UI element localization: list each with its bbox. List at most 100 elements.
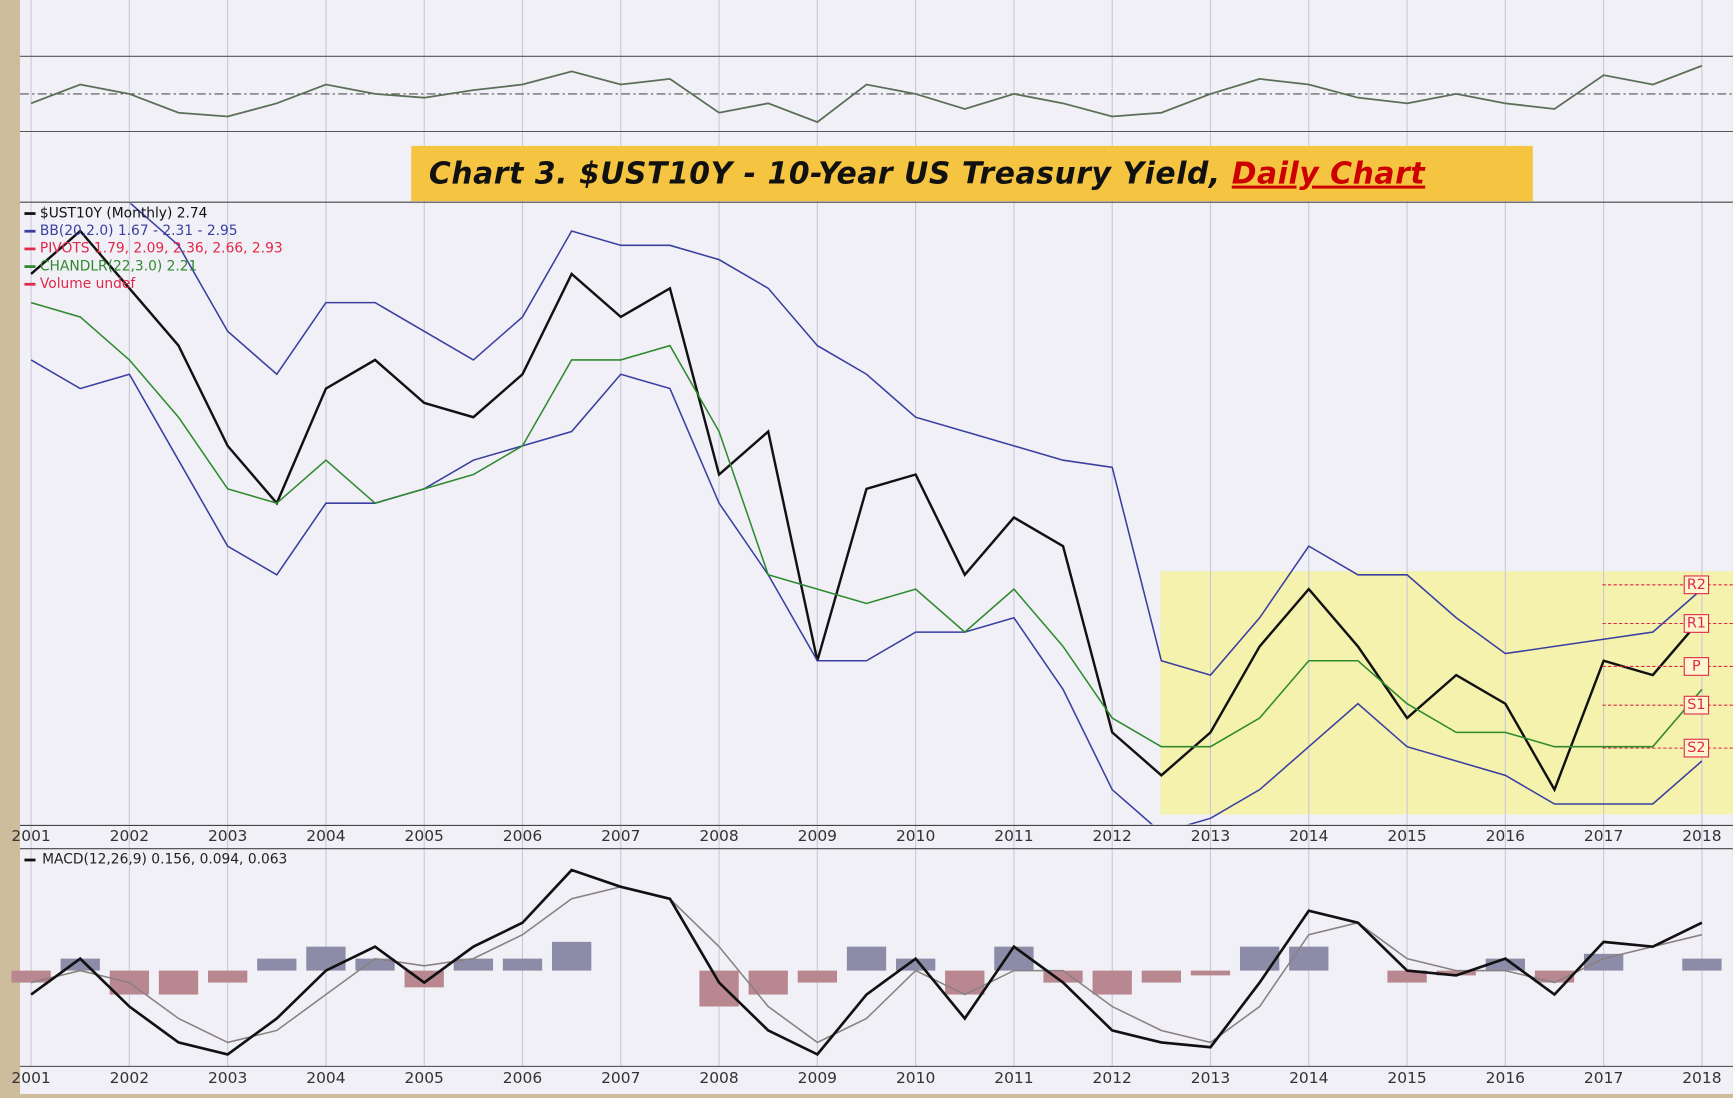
x-tick-label: 2012	[1093, 827, 1132, 845]
legend-swatch	[24, 247, 36, 251]
x-tick-label: 2010	[896, 827, 935, 845]
x-tick-label: 2007	[601, 827, 640, 845]
histogram-bar	[1239, 946, 1280, 971]
legend-label: CHANDLR(22,3.0) 2.21	[40, 258, 197, 274]
x-tick-label: 2010	[896, 1069, 935, 1087]
line	[30, 886, 1703, 1044]
histogram-bar	[1190, 970, 1231, 976]
histogram-bar	[257, 958, 297, 971]
line	[129, 203, 1703, 676]
legend-swatch	[24, 229, 36, 233]
histogram-bar	[453, 958, 494, 971]
x-tick-label: 2002	[110, 1069, 149, 1087]
x-tick-label: 2006	[503, 827, 542, 845]
histogram-bar	[207, 970, 248, 983]
histogram-bar	[1141, 970, 1182, 983]
histogram-bar	[1043, 970, 1083, 983]
x-tick-label: 2004	[306, 827, 345, 845]
line	[30, 359, 1703, 825]
pivot-label: R2	[1687, 577, 1706, 593]
histogram-bar	[1289, 946, 1329, 971]
histogram-bar	[306, 946, 346, 971]
pivot-label: S2	[1687, 740, 1705, 756]
x-tick-label: 2017	[1584, 827, 1623, 845]
x-tick-label: 2003	[208, 827, 247, 845]
title-box	[411, 145, 1533, 202]
x-tick-label: 2016	[1486, 1069, 1525, 1087]
x-tick-label: 2008	[699, 1069, 738, 1087]
legend-swatch	[24, 212, 36, 215]
line	[30, 301, 1703, 748]
histogram-bar	[699, 970, 739, 1007]
x-tick-label: 2011	[994, 827, 1033, 845]
x-tick-label: 2018	[1682, 1069, 1721, 1087]
pivot-label-box	[1683, 738, 1710, 758]
pivot-label-box	[1683, 575, 1710, 595]
legend-swatch	[24, 265, 36, 268]
x-tick-label: 2001	[11, 1069, 50, 1087]
pivot-label: P	[1692, 658, 1701, 674]
legend-swatch	[24, 282, 36, 286]
histogram-bar	[895, 958, 936, 971]
legend-swatch	[24, 858, 36, 862]
x-tick-label: 2012	[1093, 1069, 1132, 1087]
x-tick-label: 2003	[208, 1069, 247, 1087]
histogram-bar	[11, 970, 51, 983]
x-tick-label: 2005	[405, 1069, 444, 1087]
pivot-label-box	[1683, 614, 1710, 633]
x-tick-label: 2018	[1682, 827, 1721, 845]
line	[30, 868, 1703, 1057]
histogram-bar	[1387, 970, 1427, 983]
x-tick-label: 2009	[798, 827, 837, 845]
legend-label: $UST10Y (Monthly) 2.74	[40, 205, 208, 221]
chart-title: Chart 3. $UST10Y - 10-Year US Treasury Y…	[429, 156, 1426, 191]
legend-label: BB(20,2.0) 1.67 - 2.31 - 2.95	[40, 223, 238, 239]
x-tick-label: 2011	[994, 1069, 1033, 1087]
x-tick-label: 2008	[699, 827, 738, 845]
x-tick-label: 2006	[503, 1069, 542, 1087]
histogram-bar	[158, 970, 199, 995]
histogram-bar	[502, 958, 543, 971]
x-tick-label: 2014	[1289, 1069, 1328, 1087]
title-text: Chart 3. $UST10Y - 10-Year US Treasury Y…	[429, 156, 1232, 191]
x-tick-label: 2014	[1289, 827, 1328, 845]
legend-label: PIVOTS 1.79, 2.09, 2.36, 2.66, 2.93	[40, 241, 283, 257]
histogram-bar	[1436, 970, 1476, 976]
pivot-label: R1	[1687, 615, 1706, 631]
x-tick-label: 2002	[110, 827, 149, 845]
pivot-label-box	[1683, 695, 1710, 715]
pivot-label-box	[1683, 657, 1710, 676]
legend-label: Volume undef	[40, 276, 136, 292]
histogram-bar	[1092, 970, 1132, 995]
histogram-bar	[1485, 958, 1526, 971]
x-tick-label: 2015	[1387, 1069, 1426, 1087]
histogram-bar	[551, 941, 592, 971]
x-tick-label: 2013	[1191, 1069, 1230, 1087]
legend-label: MACD(12,26,9) 0.156, 0.094, 0.063	[42, 852, 287, 868]
x-tick-label: 2007	[601, 1069, 640, 1087]
histogram-bar	[355, 958, 395, 971]
x-tick-label: 2016	[1486, 827, 1525, 845]
histogram-bar	[797, 970, 838, 983]
line	[30, 229, 1703, 793]
x-tick-label: 2005	[405, 827, 444, 845]
x-tick-label: 2013	[1191, 827, 1230, 845]
histogram-bar	[60, 958, 100, 971]
histogram-bar	[1583, 953, 1624, 971]
x-tick-label: 2009	[798, 1069, 837, 1087]
histogram-bar	[945, 970, 985, 995]
histogram-bar	[846, 946, 887, 971]
price-panel	[30, 203, 1703, 825]
x-tick-label: 2015	[1387, 827, 1426, 845]
histogram-bar	[1682, 958, 1722, 971]
highlight-box	[1160, 571, 1733, 815]
histogram-bar	[1534, 970, 1575, 983]
line	[30, 64, 1703, 124]
x-tick-label: 2004	[306, 1069, 345, 1087]
histogram-bar	[748, 970, 788, 995]
x-tick-label: 2001	[11, 827, 50, 845]
x-tick-label: 2017	[1584, 1069, 1623, 1087]
pivot-label: S1	[1687, 697, 1705, 713]
title-link[interactable]: Daily Chart	[1232, 156, 1427, 191]
